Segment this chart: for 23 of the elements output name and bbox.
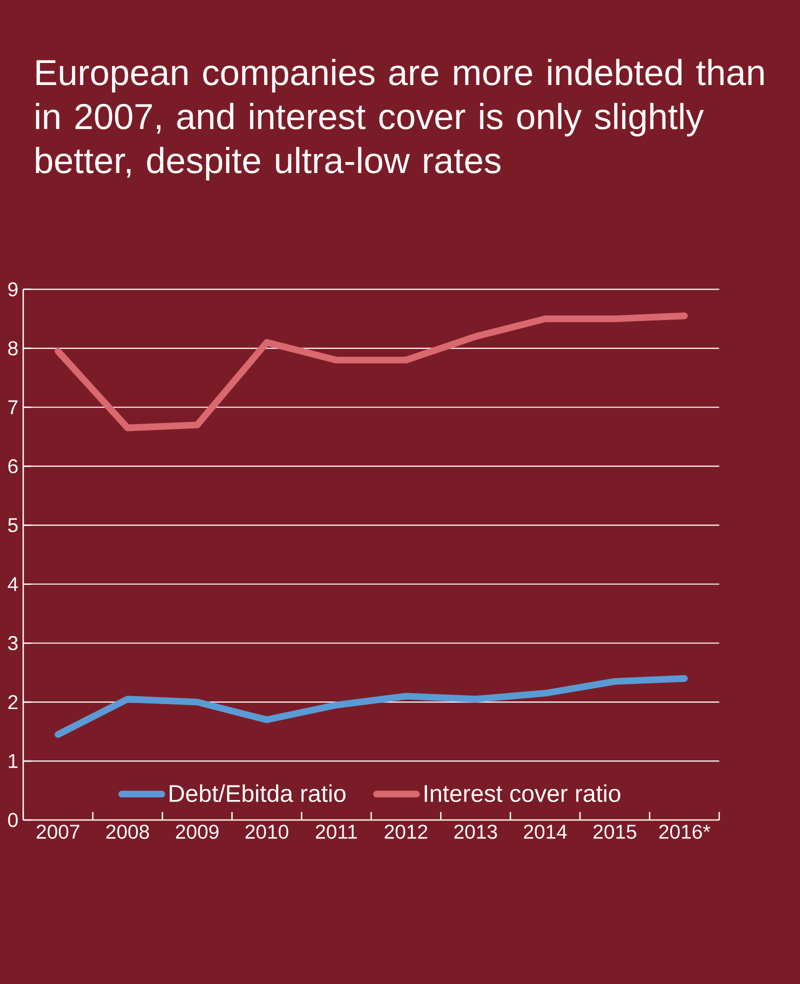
x-tick-label: 2014 [524,824,567,839]
legend-label: Interest cover ratio [424,784,620,802]
x-tick-label: 2010 [246,824,288,839]
y-tick-label: 6 [8,459,18,474]
x-tick-label: 2009 [176,824,218,839]
x-tick-label: 2011 [316,824,357,839]
chart-title: European companies are more indebted than in 2007, and interest cover is only slightly better, despite ultra-low rates [36,58,764,180]
legend-label: Debt/Ebitda ratio [170,784,346,802]
y-tick-label: 8 [8,341,18,356]
y-tick-label: 9 [8,282,18,296]
x-tick-label: 2012 [384,824,428,839]
x-tick-label: 2016* [659,824,710,839]
y-tick-label: 0 [8,812,18,828]
x-tick-label: 2015 [594,824,636,839]
y-tick-label: 5 [8,518,18,532]
x-tick-label: 2013 [454,824,497,839]
y-tick-label: 7 [8,400,18,414]
x-tick-label: 2007 [36,824,80,839]
x-tick-label: 2008 [106,824,149,839]
y-tick-label: 4 [8,577,18,592]
y-tick-label: 2 [8,695,18,710]
y-tick-label: 3 [8,636,18,650]
y-tick-label: 1 [8,754,18,768]
